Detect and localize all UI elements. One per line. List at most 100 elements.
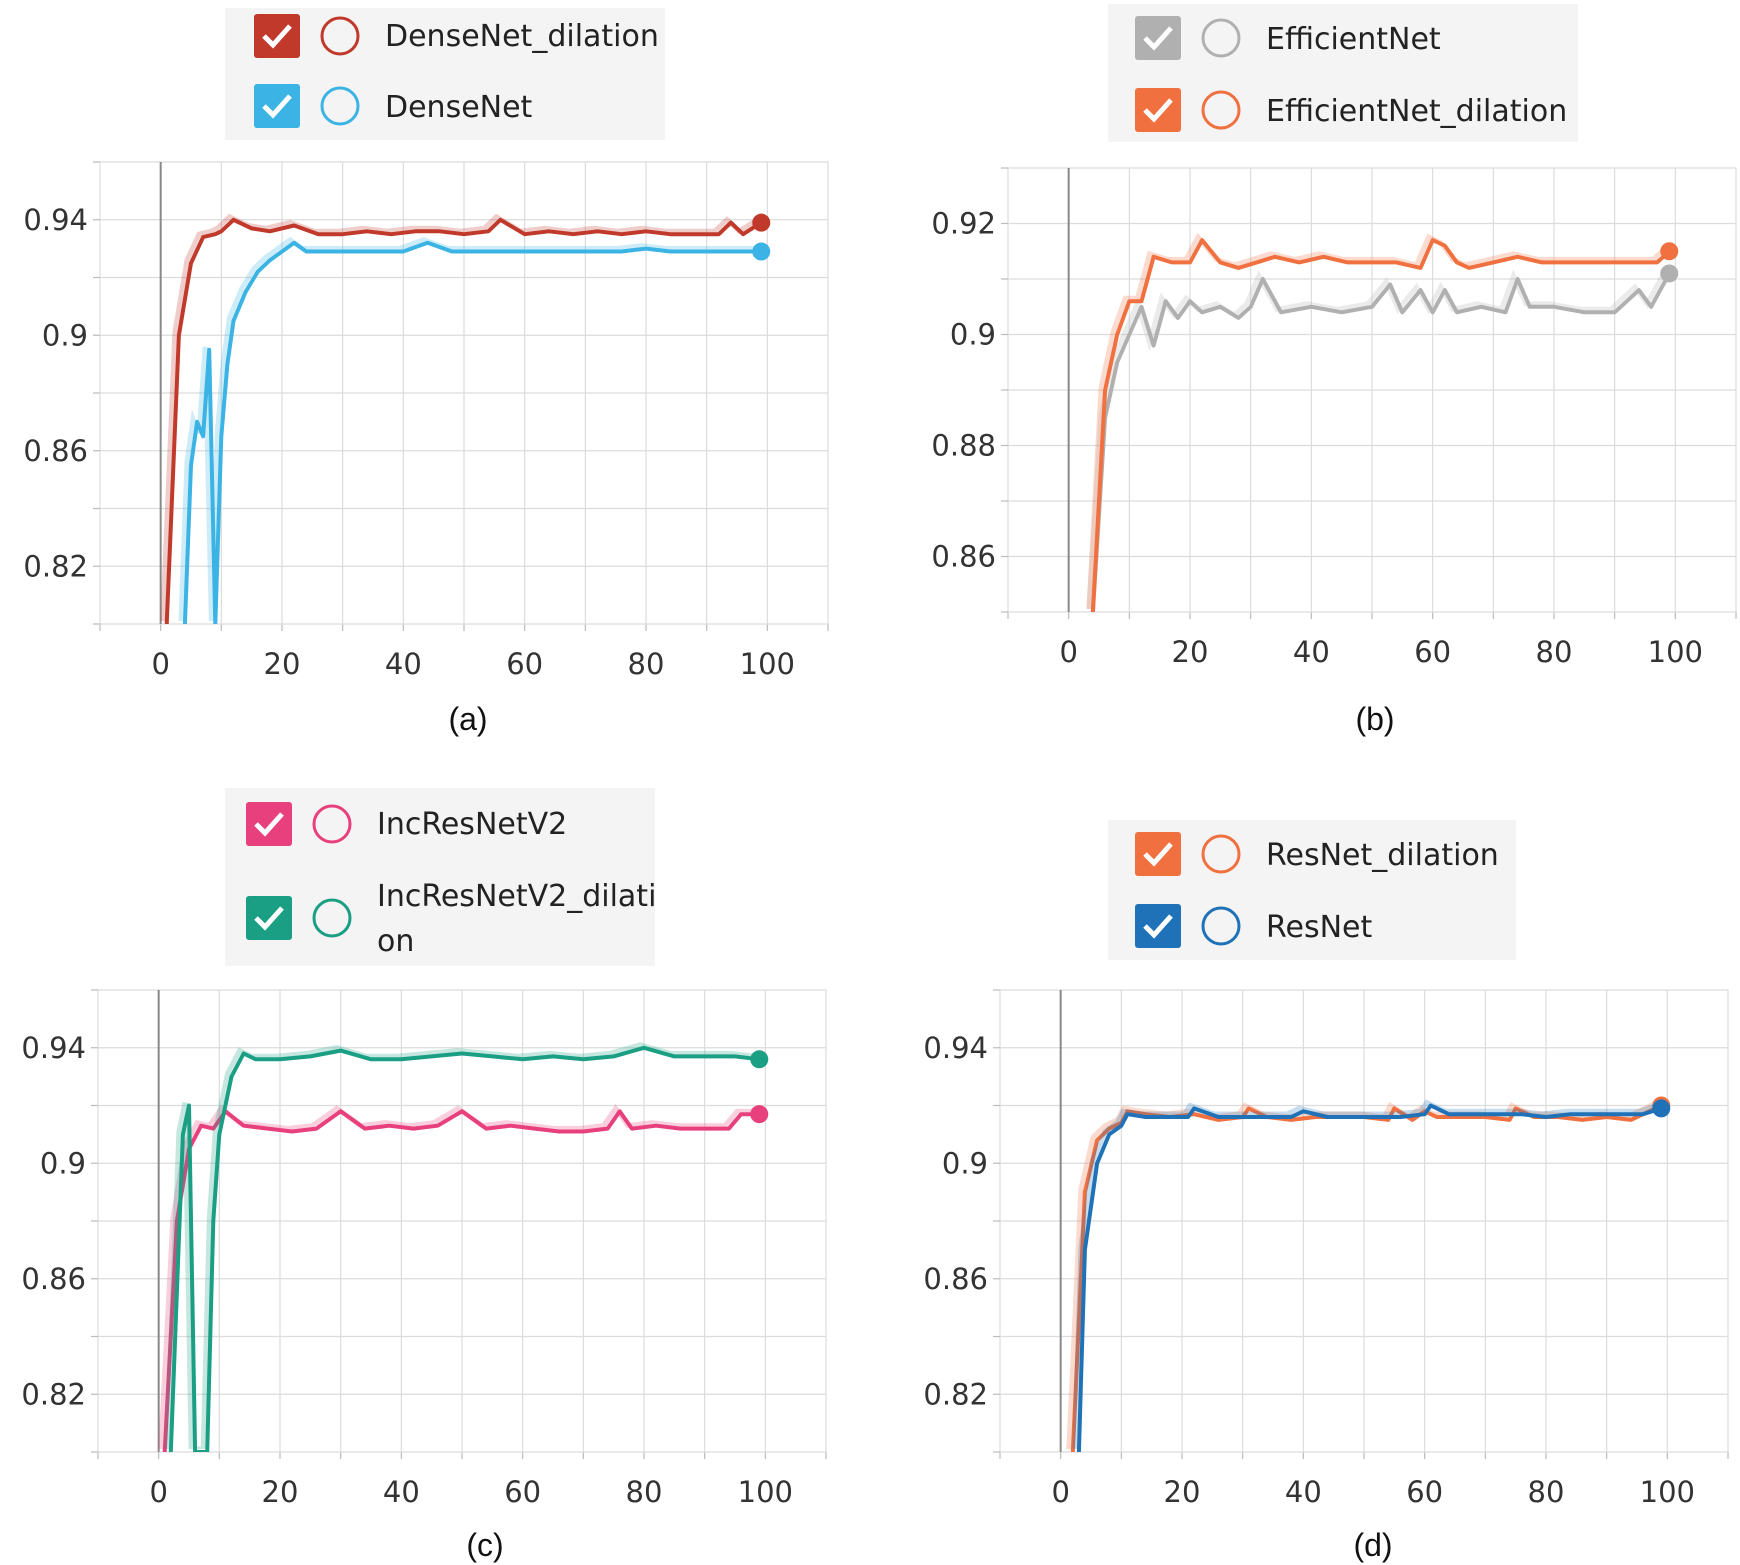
x-tick-label: 40 [1285,1475,1322,1509]
checkmark-icon [262,24,292,49]
y-tick-label: 0.94 [21,1031,86,1065]
panel-c: IncResNetV2 IncResNetV2_dilati on 0 20 40 6… [21,788,827,1563]
series-raw-line-efficientnet [1086,269,1668,609]
checkbox-icon[interactable] [1135,832,1181,876]
checkbox-icon[interactable] [1135,904,1181,948]
x-tick-label: 100 [1648,635,1703,669]
y-tick-label: 0.94 [923,1031,988,1065]
legend-item-efficientnet-dilation[interactable]: EfficientNet_dilation [1135,88,1567,132]
circle-icon [312,898,352,938]
series-raw-line-resnet-dilation [1066,1100,1659,1449]
checkmark-icon [262,94,292,119]
series-line-resnet [1076,1103,1662,1452]
legend-label: DenseNet_dilation [385,19,659,54]
plot-d: 0 20 40 60 80 100 0.82 0.86 0.9 0.94 [923,989,1729,1509]
legend-b [1108,4,1578,142]
legend-label-line-2: on [377,924,414,959]
legend-label-line-1: IncResNetV2_dilati [377,879,656,914]
y-tick-label: 0.82 [923,1377,988,1411]
series-raw-line-resnet [1072,1099,1659,1449]
plot-c: 0 20 40 60 80 100 0.82 0.86 0.9 0.94 [21,989,827,1509]
caption-a: (a) [448,701,487,737]
y-tick-label: 0.9 [942,1146,988,1180]
series-endpoint-efficientnet [1660,264,1679,283]
y-tick-label: 0.9 [42,318,88,352]
series-raw-line-densenet-dilation [160,213,759,621]
series-raw-line-incresnetv2 [158,1103,756,1449]
checkbox-icon[interactable] [1135,16,1181,60]
x-tick-label: 40 [385,647,422,681]
checkmark-icon [254,812,284,837]
y-tick-label: 0.86 [23,434,88,468]
circle-icon [1201,834,1241,874]
legend-item-resnet[interactable]: ResNet [1135,904,1372,948]
legend-item-incresnetv2[interactable]: IncResNetV2 [246,802,567,846]
legend-item-resnet-dilation[interactable]: ResNet_dilation [1135,832,1499,876]
legend-item-densenet-dilation[interactable]: DenseNet_dilation [254,14,659,58]
x-tick-label: 20 [262,1475,299,1509]
x-tick-label: 0 [1059,635,1077,669]
x-tick-label: 20 [264,647,301,681]
legend-label: EfficientNet_dilation [1266,94,1567,129]
x-tick-label: 0 [149,1475,167,1509]
x-tick-label: 60 [1414,635,1451,669]
x-tick-label: 20 [1164,1475,1201,1509]
legend-label: ResNet_dilation [1266,838,1499,873]
checkbox-icon[interactable] [246,802,292,846]
caption-c: (c) [466,1527,503,1563]
x-tick-label: 0 [151,647,169,681]
checkmark-icon [1143,26,1173,51]
legend-label: EfficientNet [1266,22,1441,57]
series-endpoint-incresnetv2 [750,1105,769,1124]
checkmark-icon [254,906,284,931]
circle-icon [320,16,360,56]
plot-b: 0 20 40 60 80 100 0.86 0.88 0.9 0.92 [931,167,1737,669]
x-tick-label: 60 [1406,1475,1443,1509]
x-tick-label: 80 [628,647,665,681]
x-tick-label: 40 [383,1475,420,1509]
checkbox-icon[interactable] [1135,88,1181,132]
series-line-densenet [182,240,762,624]
y-tick-label: 0.9 [950,318,996,352]
plot-a: 0 20 40 60 80 100 0.82 0.86 0.9 0.94 [23,161,829,681]
panel-b: EfficientNet EfficientNet_dilation 0 20 40… [931,4,1737,737]
caption-d: (d) [1353,1527,1392,1563]
y-tick-label: 0.86 [923,1262,988,1296]
caption-b: (b) [1355,701,1394,737]
checkmark-icon [1143,98,1173,123]
series-line-efficientnet-dilation [1090,238,1671,612]
series-endpoint-efficientnet-dilation [1660,242,1679,261]
circle-icon [320,86,360,126]
circle-icon [1201,18,1241,58]
y-tick-label: 0.88 [931,429,996,463]
legend-item-efficientnet[interactable]: EfficientNet [1135,16,1441,60]
legend-item-densenet[interactable]: DenseNet [254,84,533,128]
panel-a: DenseNet_dilation DenseNet 0 20 40 60 80 1000… [23,8,829,737]
legend-label: ResNet [1266,910,1372,945]
series-raw-line-efficientnet-dilation [1086,232,1667,609]
checkbox-icon[interactable] [254,84,300,128]
x-tick-label: 40 [1293,635,1330,669]
y-tick-label: 0.86 [21,1262,86,1296]
legend-item-incresnetv2-dilation[interactable]: IncResNetV2_dilati on [246,879,656,959]
y-tick-label: 0.82 [21,1377,86,1411]
legend-c [225,788,655,966]
checkbox-icon[interactable] [254,14,300,58]
circle-icon [1201,906,1241,946]
y-tick-label: 0.86 [931,540,996,574]
checkbox-icon[interactable] [246,896,292,940]
x-tick-label: 100 [738,1475,793,1509]
x-tick-label: 80 [626,1475,663,1509]
x-tick-label: 20 [1172,635,1209,669]
panel-d: ResNet_dilation ResNet 0 20 40 60 80 1000.820… [923,820,1729,1563]
series-endpoint-incresnetv2-dilation [750,1050,769,1069]
y-tick-label: 0.94 [23,203,88,237]
series-line-efficientnet [1090,272,1672,612]
series-line-incresnetv2-dilation [168,1045,760,1452]
y-tick-label: 0.9 [40,1146,86,1180]
checkmark-icon [1143,914,1173,939]
series-endpoint-densenet [752,242,771,261]
series-line-densenet-dilation [164,217,763,624]
circle-icon [312,804,352,844]
